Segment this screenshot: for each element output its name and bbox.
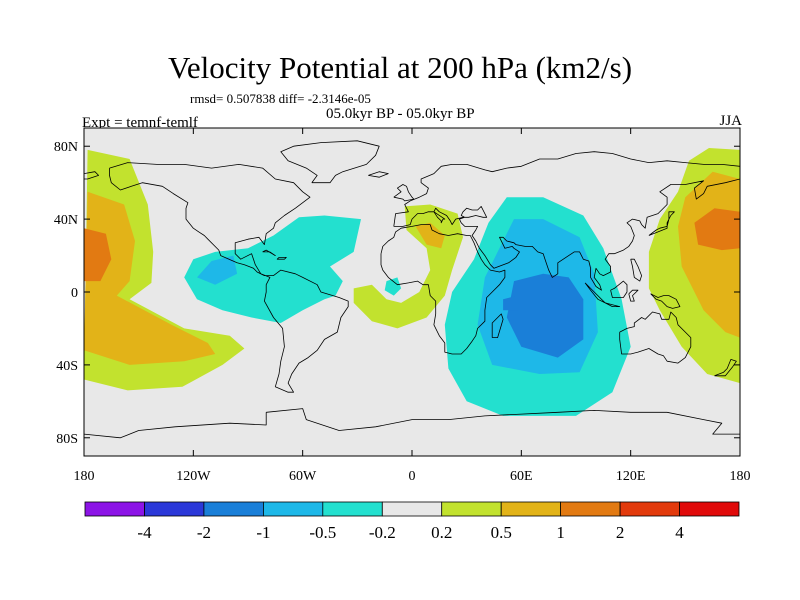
- contour-west-pacific-orange: [84, 191, 216, 365]
- x-tick-label: 60E: [510, 469, 533, 484]
- y-tick-label: 80N: [54, 140, 78, 155]
- colorbar-swatch: [84, 501, 145, 517]
- colorbar: -4 -2 -1 -0.5 -0.2 0.2 0.5 1 2 4: [84, 501, 740, 542]
- coastline-0: [109, 162, 349, 393]
- coastline-14: [628, 289, 639, 302]
- coastline-3: [84, 171, 99, 180]
- x-tick-label: 60W: [289, 469, 317, 484]
- coastline-15: [650, 293, 681, 309]
- coastline-13: [610, 280, 628, 298]
- x-tick-label: 120E: [616, 469, 646, 484]
- coastline-layer: [84, 140, 740, 439]
- coastline-7: [619, 311, 692, 364]
- y-tick-label: 40S: [56, 359, 78, 374]
- contour-fill-layer: [84, 128, 740, 456]
- colorbar-swatch: [679, 501, 740, 517]
- contour-east-pacific-core: [694, 208, 740, 251]
- stats-string: rmsd= 0.507838 diff= -2.3146e-05: [190, 91, 371, 106]
- coastline-17: [714, 358, 737, 377]
- colorbar-swatch: [322, 501, 383, 517]
- chart-title: Velocity Potential at 200 hPa (km2/s): [167, 50, 633, 85]
- axis-tick-layer: 180 120W 60W 0 60E 120E 180 80N 40N 0 40S 80S: [54, 128, 751, 484]
- colorbar-label: -2: [197, 523, 211, 542]
- colorbar-label: 1: [556, 523, 565, 542]
- coastline-2: [393, 151, 740, 227]
- x-tick-label: 0: [409, 469, 416, 484]
- colorbar-swatch: [619, 501, 680, 517]
- contour-indian-core: [506, 273, 584, 358]
- colorbar-swatch: [381, 501, 443, 517]
- colorbar-label: -1: [256, 523, 270, 542]
- right-string: JJA: [719, 113, 742, 129]
- coastline-16: [630, 258, 642, 282]
- contour-gulf-blue: [197, 255, 238, 285]
- y-tick-label: 40N: [54, 213, 78, 228]
- x-tick-label: 180: [730, 469, 751, 484]
- contour-core-west-blob: [503, 295, 518, 311]
- x-tick-label: 120W: [176, 469, 211, 484]
- y-tick-label: 80S: [56, 432, 78, 447]
- colorbar-label: 2: [616, 523, 625, 542]
- coastline-10: [648, 211, 675, 236]
- coastline-4: [393, 178, 740, 291]
- colorbar-swatch: [262, 501, 324, 517]
- colorbar-label: -0.2: [369, 523, 396, 542]
- coastline-19: [84, 412, 267, 439]
- coastline-18: [266, 408, 740, 435]
- coastline-6: [491, 313, 504, 339]
- contour-american-negative: [184, 215, 361, 323]
- y-tick-label: 0: [71, 286, 78, 301]
- coastline-21: [276, 256, 287, 260]
- x-tick-label: 180: [74, 469, 95, 484]
- colorbar-label: 0.5: [491, 523, 512, 542]
- colorbar-label: 0.2: [431, 523, 452, 542]
- colorbar-swatch: [441, 501, 502, 517]
- colorbar-label: -4: [137, 523, 152, 542]
- colorbar-swatch: [560, 501, 621, 517]
- colorbar-swatch: [500, 501, 562, 517]
- colorbar-label: 4: [675, 523, 684, 542]
- coastline-12: [605, 302, 621, 308]
- coastline-9: [368, 171, 389, 178]
- contour-atlantic-blue: [384, 277, 402, 296]
- coastline-5: [380, 224, 506, 355]
- colorbar-swatch: [203, 501, 264, 517]
- coastline-8: [393, 184, 415, 202]
- coastline-20: [262, 249, 276, 257]
- colorbar-swatch: [144, 501, 205, 517]
- contour-mediterranean-orange: [415, 222, 445, 249]
- coastline-1: [280, 140, 380, 184]
- center-string: 05.0kyr BP - 05.0kyr BP: [326, 106, 475, 122]
- neutral-field: [84, 128, 740, 456]
- contour-west-pacific-core: [84, 228, 112, 282]
- left-string: Expt = temnf-temlf: [82, 115, 198, 131]
- colorbar-label: -0.5: [309, 523, 336, 542]
